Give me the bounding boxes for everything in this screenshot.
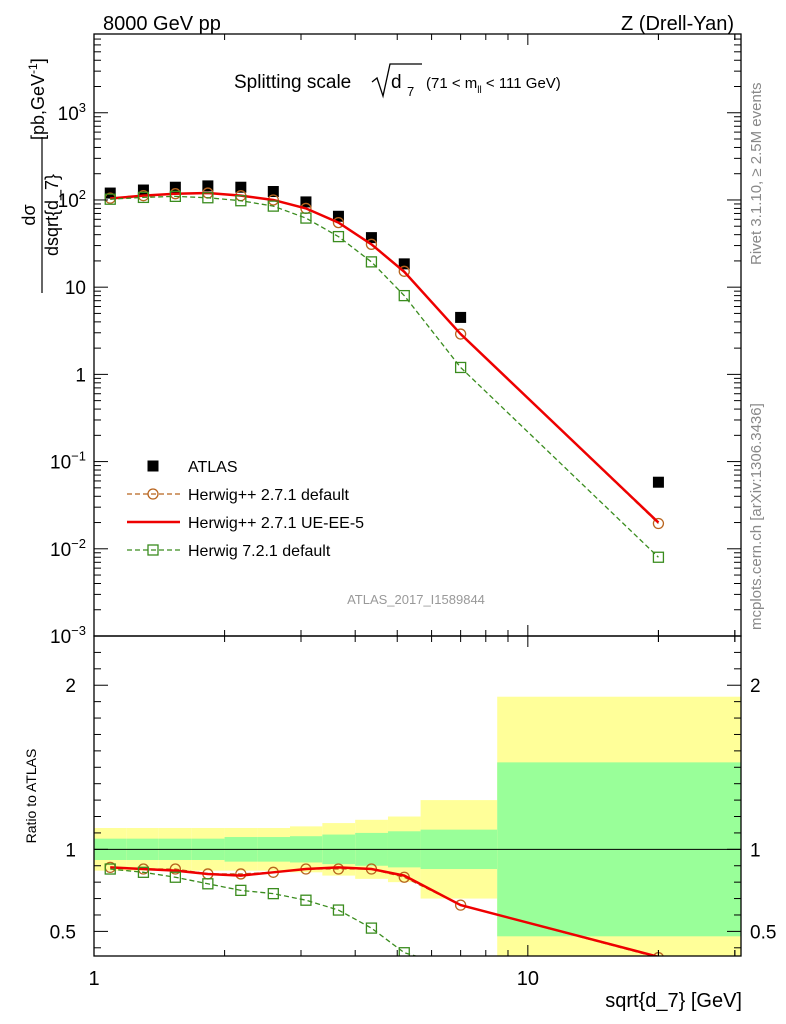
legend-marker-1 bbox=[147, 488, 159, 500]
ratio-point-3-1 bbox=[137, 866, 150, 878]
data-point-0-10 bbox=[455, 311, 467, 323]
mcplots-credit: mcplots.cern.ch [arXiv:1306.3436] bbox=[748, 403, 765, 630]
main-wrapper bbox=[104, 180, 665, 563]
analysis-watermark: ATLAS_2017_I1589844 bbox=[347, 592, 485, 607]
data-point-0-7 bbox=[332, 210, 344, 222]
ratio-tick-label-left: 2 bbox=[65, 676, 76, 697]
data-point-1-7 bbox=[332, 216, 345, 229]
header-right: Z (Drell-Yan) bbox=[621, 13, 734, 35]
data-point-3-10 bbox=[454, 361, 467, 374]
data-point-3-0 bbox=[104, 193, 116, 205]
x-tick-label: 10 bbox=[517, 968, 539, 990]
ratio-point-3-8 bbox=[365, 922, 378, 934]
title-main: Splitting scale bbox=[234, 72, 351, 93]
legend-marker-3 bbox=[147, 544, 159, 556]
ratio-tick-label-right: 2 bbox=[750, 676, 761, 697]
data-point-3-8 bbox=[365, 256, 378, 268]
data-point-0-11 bbox=[652, 476, 664, 488]
y-tick-label: 10 bbox=[65, 278, 86, 299]
data-point-3-6 bbox=[300, 212, 312, 224]
ratio-point-3-7 bbox=[332, 904, 345, 916]
data-point-3-7 bbox=[332, 230, 345, 243]
ylabel-numerator: dσ bbox=[19, 204, 39, 225]
data-point-3-3 bbox=[202, 192, 214, 204]
ratio-point-3-0 bbox=[104, 863, 116, 875]
y-tick-label: 10−1 bbox=[50, 449, 86, 474]
ratio-y-label: Ratio to ATLAS bbox=[23, 749, 39, 844]
ratio-point-1-7 bbox=[332, 863, 345, 875]
header-left: 8000 GeV pp bbox=[103, 13, 221, 35]
y-axis-label: dσ dsqrt{d_7} bbox=[19, 137, 63, 293]
ratio-point-3-5 bbox=[267, 887, 279, 900]
data-point-1-11 bbox=[652, 517, 665, 530]
data-point-3-4 bbox=[235, 195, 247, 207]
data-point-0-4 bbox=[235, 181, 247, 193]
data-point-0-6 bbox=[300, 196, 312, 208]
ratio-tick-label-right: 0.5 bbox=[750, 922, 776, 943]
ratio-point-3-10 bbox=[456, 964, 466, 974]
y-tick-label: 102 bbox=[58, 187, 86, 212]
title-sqrt: d bbox=[391, 72, 402, 93]
data-point-0-8 bbox=[365, 232, 377, 244]
legend: ATLAS Herwig++ 2.7.1 default Herwig++ 2.7.… bbox=[127, 459, 364, 560]
legend-label-2: Herwig++ 2.7.1 UE-EE-5 bbox=[188, 515, 364, 532]
x-axis-label: sqrt{d_7} [GeV] bbox=[605, 990, 742, 1012]
sqrt-sign bbox=[371, 63, 422, 99]
y-tick-label: 10−2 bbox=[50, 536, 86, 561]
legend-label-1: Herwig++ 2.7.1 default bbox=[188, 487, 350, 504]
ratio-tick-label-left: 0.5 bbox=[50, 922, 76, 943]
ylabel-unit: [pb,GeV-1] bbox=[26, 58, 48, 140]
data-point-3-2 bbox=[169, 190, 182, 203]
ratio-point-3-9 bbox=[398, 947, 410, 956]
data-point-0-9 bbox=[398, 258, 410, 270]
ratio-point-3-6 bbox=[300, 894, 312, 906]
data-point-1-9 bbox=[398, 265, 410, 277]
legend-marker-0 bbox=[147, 460, 159, 472]
ratio-tick-label-left: 1 bbox=[65, 840, 76, 861]
ylabel-denominator: dsqrt{d_7} bbox=[42, 174, 63, 256]
legend-label-0: ATLAS bbox=[188, 459, 238, 476]
title-sub: 7 bbox=[407, 84, 414, 99]
ratio-point-3-3 bbox=[202, 878, 214, 890]
rivet-version: Rivet 3.1.10, ≥ 2.5M events bbox=[748, 83, 765, 266]
y-tick-label: 10−3 bbox=[50, 623, 86, 648]
ratio-point-3-4 bbox=[235, 884, 247, 897]
data-point-1-10 bbox=[454, 328, 467, 340]
ratio-wrapper bbox=[104, 861, 664, 974]
x-tick-label: 1 bbox=[88, 968, 99, 990]
ratio-tick-label-right: 1 bbox=[750, 840, 761, 861]
y-tick-label: 1 bbox=[75, 365, 86, 386]
ratio-series bbox=[104, 861, 664, 974]
data-point-0-5 bbox=[267, 186, 279, 198]
data-point-3-9 bbox=[398, 289, 410, 302]
data-point-0-2 bbox=[169, 181, 181, 193]
ratio-point-3-2 bbox=[169, 871, 182, 883]
legend-label-3: Herwig 7.2.1 default bbox=[188, 543, 331, 560]
data-point-3-1 bbox=[137, 191, 150, 204]
chart-title: Splitting scale d 7 (71 < mll < 111 GeV) bbox=[234, 63, 561, 99]
ratio-frame bbox=[93, 635, 742, 957]
ratio-line-2 bbox=[110, 866, 659, 956]
data-point-3-11 bbox=[652, 551, 665, 563]
data-point-0-3 bbox=[202, 180, 214, 192]
data-point-1-8 bbox=[365, 238, 378, 250]
ratio-bands bbox=[94, 696, 741, 956]
ratio-point-1-2 bbox=[169, 863, 182, 875]
ratio-point-1-10 bbox=[454, 899, 467, 911]
y-tick-label: 103 bbox=[58, 100, 86, 125]
main-series bbox=[104, 180, 665, 563]
data-point-3-5 bbox=[267, 200, 279, 212]
title-cut: (71 < mll < 111 GeV) bbox=[426, 75, 561, 96]
